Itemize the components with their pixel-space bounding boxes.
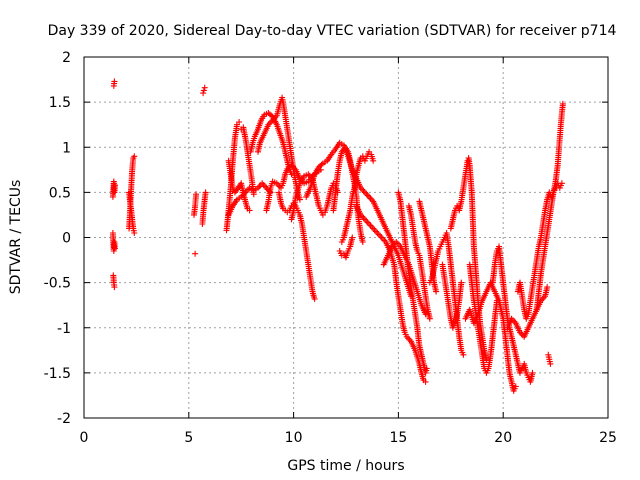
data-point xyxy=(367,195,374,202)
data-point xyxy=(349,234,356,241)
x-tick-label: 5 xyxy=(184,430,193,446)
tick-layer: 0 5 10 15 20 25 -2 -1.5 -1 -0.5 0 0.5 1 1.5 2 xyxy=(44,50,617,446)
plot-frame xyxy=(83,56,609,419)
data-point xyxy=(246,207,253,214)
data-point xyxy=(111,284,118,291)
y-tick-label: -2 xyxy=(57,411,71,427)
data-point xyxy=(256,183,263,190)
data-point xyxy=(202,189,209,196)
data-point xyxy=(111,78,118,85)
data-point xyxy=(361,189,368,196)
data-point xyxy=(377,233,384,239)
data-point xyxy=(380,236,386,242)
y-tick-label: 0.5 xyxy=(49,185,71,201)
data-point xyxy=(378,234,385,241)
data-point xyxy=(368,224,375,230)
data-point xyxy=(371,227,378,233)
data-point xyxy=(559,100,566,107)
y-tick-label: -1 xyxy=(57,321,71,337)
data-point xyxy=(367,222,374,229)
x-tick-label: 0 xyxy=(80,430,89,446)
data-point xyxy=(112,245,118,252)
y-tick-label: 1 xyxy=(62,140,71,156)
data-point xyxy=(112,182,118,189)
data-point xyxy=(366,221,373,227)
data-point xyxy=(200,87,207,94)
x-tick-label: 20 xyxy=(494,430,512,446)
data-point xyxy=(200,90,207,97)
y-tick-label: -1.5 xyxy=(44,366,71,382)
data-point xyxy=(364,192,371,199)
data-point xyxy=(373,228,379,235)
data-point xyxy=(558,180,565,187)
x-tick-label: 10 xyxy=(285,430,303,446)
y-tick-label: 1.5 xyxy=(49,95,71,111)
data-point xyxy=(311,295,318,302)
data-point xyxy=(529,369,536,376)
x-tick-label: 25 xyxy=(599,430,617,446)
chart-title: Day 339 of 2020, Sidereal Day-to-day VTE… xyxy=(48,23,617,39)
x-axis-label: GPS time / hours xyxy=(287,458,404,474)
data-point xyxy=(318,161,325,168)
data-point xyxy=(547,360,554,367)
y-axis-label: SDTVAR / TECUs xyxy=(8,180,24,295)
data-point xyxy=(433,288,440,295)
data-point xyxy=(366,193,373,200)
data-point xyxy=(360,187,367,194)
data-point xyxy=(458,279,465,286)
data-point xyxy=(512,383,519,390)
data-point xyxy=(483,356,490,363)
data-point xyxy=(363,190,370,197)
y-tick-label: -0.5 xyxy=(44,276,71,292)
data-point xyxy=(236,119,243,125)
data-point xyxy=(262,183,268,190)
data-point xyxy=(296,196,303,203)
y-tick-label: 2 xyxy=(62,50,71,66)
data-point xyxy=(394,240,401,247)
data-point xyxy=(364,219,371,226)
data-point xyxy=(422,378,429,385)
x-tick-label: 15 xyxy=(389,430,407,446)
data-point xyxy=(250,191,257,198)
data-point xyxy=(460,351,467,358)
data-point xyxy=(201,84,208,91)
data-point xyxy=(131,153,138,160)
data-point xyxy=(426,315,433,322)
data-point xyxy=(375,231,382,238)
data-point xyxy=(422,311,429,318)
data-point xyxy=(193,191,200,198)
data-point xyxy=(423,365,430,372)
data-point xyxy=(131,230,138,236)
data-point xyxy=(544,284,551,291)
data-point xyxy=(370,225,377,232)
data-layer xyxy=(109,78,566,394)
data-point xyxy=(360,214,367,221)
data-point xyxy=(192,250,199,257)
data-point xyxy=(370,157,377,164)
data-point xyxy=(359,239,366,245)
data-point xyxy=(374,230,381,236)
y-tick-label: 0 xyxy=(62,231,71,247)
